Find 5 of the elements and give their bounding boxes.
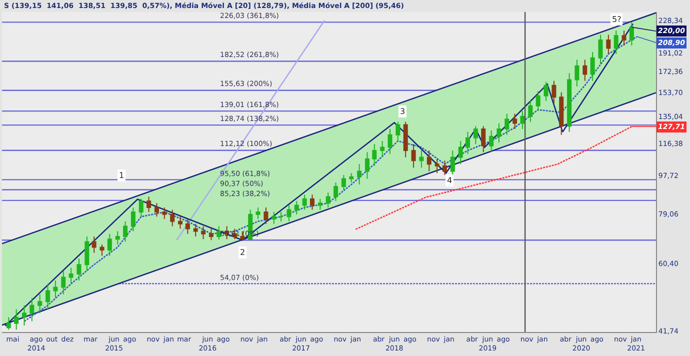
annotation: 3 bbox=[400, 107, 406, 116]
annotation: 4 bbox=[447, 176, 452, 185]
annotation: 1 bbox=[119, 171, 124, 180]
annotation: 2 bbox=[240, 248, 246, 257]
annotation: 5? bbox=[612, 15, 622, 24]
